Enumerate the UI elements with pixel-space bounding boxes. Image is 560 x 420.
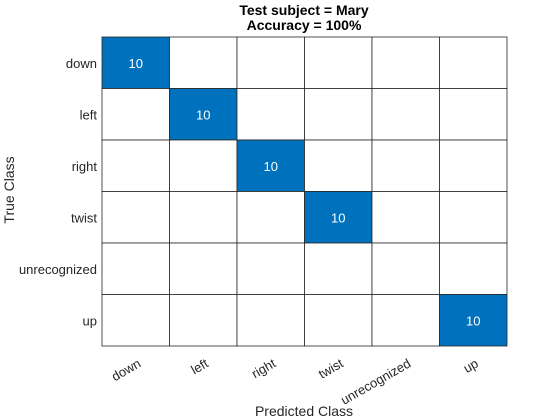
column-label: up bbox=[461, 356, 481, 376]
matrix-cell bbox=[304, 88, 373, 141]
row-labels: down left right twist unrecognized up bbox=[19, 56, 97, 329]
matrix-cell bbox=[236, 139, 305, 192]
matrix-cell bbox=[439, 294, 508, 347]
column-label: twist bbox=[316, 355, 346, 381]
matrix-cell bbox=[371, 36, 440, 89]
row-label: down bbox=[66, 56, 97, 71]
matrix-cell bbox=[101, 242, 170, 295]
y-axis-label: True Class bbox=[1, 156, 17, 223]
matrix-cell bbox=[169, 139, 238, 192]
matrix-cell bbox=[101, 88, 170, 141]
matrix-cell bbox=[371, 139, 440, 192]
matrix-cell bbox=[101, 294, 170, 347]
x-axis-label: Predicted Class bbox=[255, 403, 353, 419]
matrix-cell bbox=[236, 242, 305, 295]
chart-title-line-2: Accuracy = 100% bbox=[247, 17, 362, 33]
matrix-cell bbox=[439, 191, 508, 244]
matrix-cell bbox=[304, 139, 373, 192]
matrix-cell bbox=[101, 36, 170, 89]
matrix-cell bbox=[169, 294, 238, 347]
matrix-cell bbox=[169, 36, 238, 89]
matrix-cell bbox=[236, 88, 305, 141]
cell-value-label: 10 bbox=[466, 313, 480, 328]
column-label: left bbox=[188, 355, 211, 377]
row-label: left bbox=[80, 107, 98, 122]
matrix-cell bbox=[304, 294, 373, 347]
matrix-cell bbox=[304, 191, 373, 244]
matrix-cell bbox=[439, 88, 508, 141]
matrix-cell bbox=[169, 191, 238, 244]
matrix-cells: 10 10 10 10 10 bbox=[101, 36, 508, 347]
matrix-cell bbox=[371, 88, 440, 141]
cell-value-label: 10 bbox=[196, 107, 210, 122]
row-label: right bbox=[72, 159, 98, 174]
cell-value-label: 10 bbox=[129, 56, 143, 71]
matrix-cell bbox=[101, 139, 170, 192]
matrix-cell bbox=[236, 294, 305, 347]
cell-value-label: 10 bbox=[331, 210, 345, 225]
matrix-cell bbox=[101, 191, 170, 244]
matrix-cell bbox=[304, 242, 373, 295]
matrix-cell bbox=[169, 88, 238, 141]
matrix-cell bbox=[304, 36, 373, 89]
column-label: unrecognized bbox=[338, 356, 413, 408]
cell-value-label: 10 bbox=[264, 159, 278, 174]
matrix-cell bbox=[439, 139, 508, 192]
row-label: up bbox=[83, 313, 97, 328]
matrix-cell bbox=[371, 294, 440, 347]
row-label: twist bbox=[71, 210, 97, 225]
matrix-cell bbox=[236, 191, 305, 244]
column-label: down bbox=[109, 356, 143, 385]
matrix-cell bbox=[236, 36, 305, 89]
matrix-cell bbox=[439, 242, 508, 295]
matrix-cell bbox=[169, 242, 238, 295]
column-label: right bbox=[249, 355, 279, 381]
matrix-cell bbox=[439, 36, 508, 89]
chart-title-line-1: Test subject = Mary bbox=[239, 2, 369, 18]
matrix-cell bbox=[371, 242, 440, 295]
row-label: unrecognized bbox=[19, 262, 97, 277]
matrix-cell bbox=[371, 191, 440, 244]
